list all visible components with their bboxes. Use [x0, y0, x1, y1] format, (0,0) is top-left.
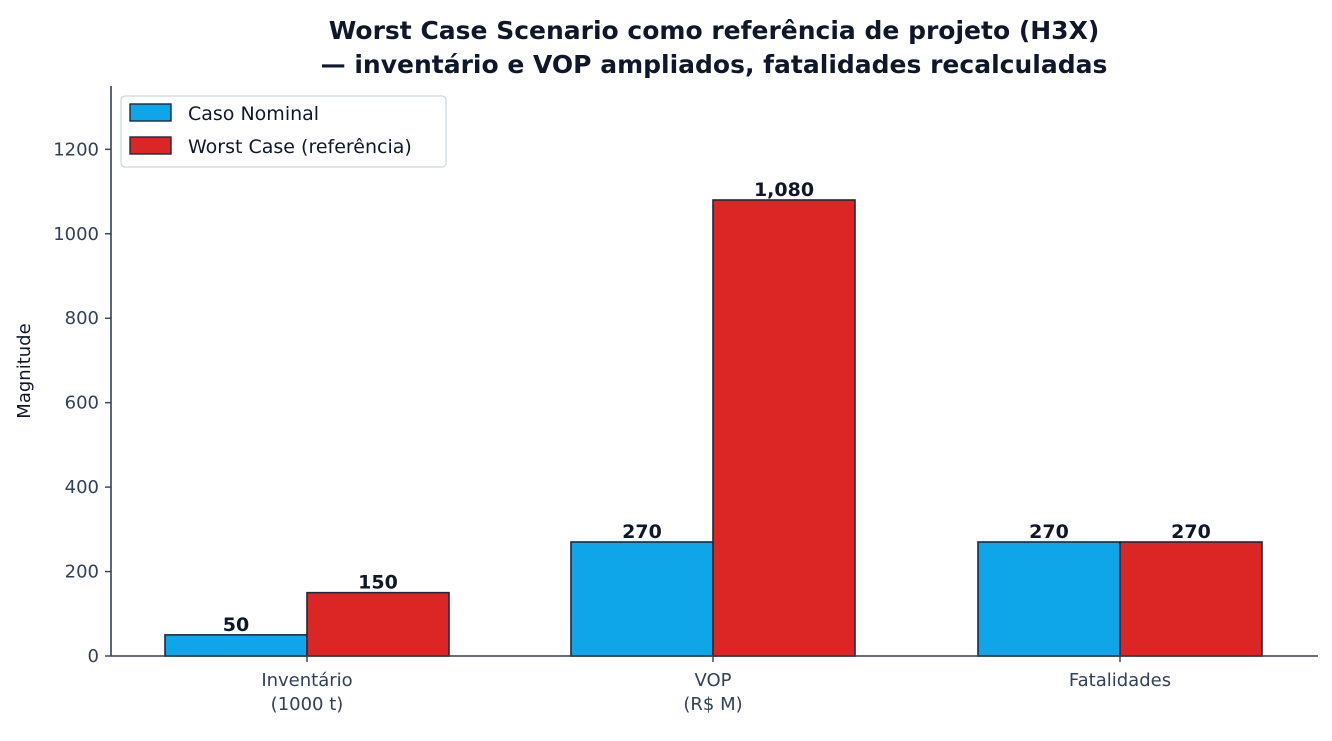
chart-title-line: — inventário e VOP ampliados, fatalidade…: [321, 50, 1108, 79]
data-label: 270: [1029, 521, 1069, 543]
chart-title-line: Worst Case Scenario como referência de p…: [329, 16, 1100, 45]
legend-swatch: [129, 136, 172, 155]
bar: [977, 541, 1121, 657]
y-tick-label: 1200: [53, 139, 99, 160]
bar: [164, 634, 308, 657]
x-tick-label: (R$ M): [683, 694, 742, 715]
bar: [1119, 541, 1263, 657]
bar: [306, 591, 450, 657]
data-labels: 50 270 270 150 1,080 270: [223, 179, 1211, 636]
data-label: 50: [223, 614, 249, 636]
axes: 0 200 400 600 800 1000 1200 Inventário (1000 t) V…: [14, 86, 1318, 715]
legend-label: Worst Case (referência): [188, 136, 412, 158]
x-tick-label: Fatalidades: [1069, 670, 1171, 691]
y-tick-label: 600: [65, 393, 99, 414]
y-axis-label: Magnitude: [14, 323, 35, 418]
legend-box: [120, 95, 447, 168]
x-tick-label: Inventário: [261, 670, 352, 691]
data-label: 1,080: [754, 179, 814, 201]
data-label: 270: [622, 521, 662, 543]
data-label: 150: [358, 572, 398, 594]
y-tick-label: 0: [88, 646, 99, 667]
x-tick-label: (1000 t): [271, 694, 344, 715]
chart-title: Worst Case Scenario como referência de p…: [321, 16, 1108, 79]
bar: [712, 199, 856, 657]
y-tick-label: 1000: [53, 224, 99, 245]
data-label: 270: [1171, 521, 1211, 543]
bars: [164, 199, 1263, 657]
y-tick-label: 400: [65, 477, 99, 498]
x-tick-label: VOP: [694, 670, 731, 691]
legend-label: Caso Nominal: [188, 103, 319, 125]
y-tick-label: 800: [65, 308, 99, 329]
legend: Caso Nominal Worst Case (referência): [120, 95, 447, 168]
y-tick-label: 200: [65, 562, 99, 583]
legend-swatch: [129, 103, 172, 122]
bar: [570, 541, 714, 657]
